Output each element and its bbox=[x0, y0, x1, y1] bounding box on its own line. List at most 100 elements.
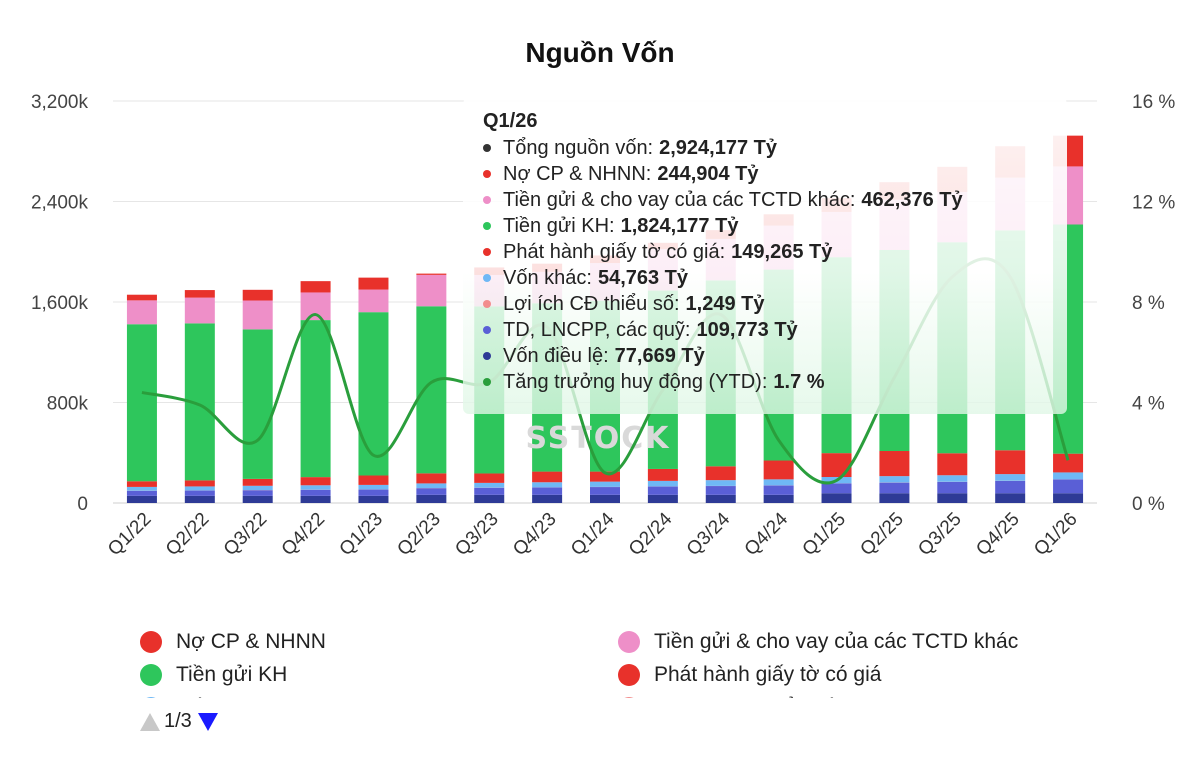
bar-segment[interactable] bbox=[416, 473, 447, 484]
bar-segment[interactable] bbox=[705, 480, 736, 486]
bar-segment[interactable] bbox=[995, 474, 1026, 481]
bar-segment[interactable] bbox=[1053, 453, 1084, 473]
bar-segment[interactable] bbox=[647, 494, 678, 503]
bar-segment[interactable] bbox=[126, 490, 157, 496]
bar-segment[interactable] bbox=[126, 324, 157, 482]
bar-segment[interactable] bbox=[126, 481, 157, 487]
bar-segment[interactable] bbox=[126, 300, 157, 325]
bar-segment[interactable] bbox=[1053, 493, 1084, 503]
bar-segment[interactable] bbox=[300, 320, 331, 478]
bar-segment[interactable] bbox=[821, 453, 852, 478]
bar-segment[interactable] bbox=[590, 494, 620, 503]
bar-segment[interactable] bbox=[532, 471, 563, 483]
x-tick-label: Q4/24 bbox=[741, 508, 793, 560]
tooltip-row-label: Tổng nguồn vốn: bbox=[503, 137, 654, 159]
pager-down-icon[interactable] bbox=[197, 712, 218, 731]
bar-segment[interactable] bbox=[590, 487, 620, 495]
bar-segment[interactable] bbox=[242, 300, 273, 330]
bar-segment[interactable] bbox=[242, 289, 273, 301]
bar-segment[interactable] bbox=[242, 329, 273, 479]
bar-segment[interactable] bbox=[532, 494, 563, 503]
bar-segment[interactable] bbox=[937, 481, 968, 494]
bar-segment[interactable] bbox=[242, 478, 273, 486]
bar-segment[interactable] bbox=[300, 477, 331, 486]
bar-segment[interactable] bbox=[416, 273, 447, 275]
bar-segment[interactable] bbox=[763, 479, 794, 486]
pager-up-icon[interactable] bbox=[140, 712, 160, 731]
bar-segment[interactable] bbox=[184, 480, 215, 487]
legend-item[interactable]: Vốn khác bbox=[140, 692, 264, 698]
bar-segment[interactable] bbox=[300, 489, 331, 496]
bar-segment[interactable] bbox=[242, 490, 273, 496]
bar-segment[interactable] bbox=[705, 486, 736, 495]
bar-segment[interactable] bbox=[532, 482, 563, 488]
bar-segment[interactable] bbox=[532, 487, 563, 495]
tooltip-dot-icon bbox=[483, 326, 491, 334]
bar-segment[interactable] bbox=[937, 453, 968, 476]
legend-item[interactable]: Phát hành giấy tờ có giá bbox=[618, 659, 881, 691]
bar-segment[interactable] bbox=[358, 495, 389, 503]
bar-segment[interactable] bbox=[590, 481, 620, 487]
bar-segment[interactable] bbox=[416, 483, 447, 489]
bar-segment[interactable] bbox=[937, 493, 968, 503]
x-tick-label: Q2/22 bbox=[162, 509, 213, 560]
bar-segment[interactable] bbox=[647, 468, 678, 481]
bar-segment[interactable] bbox=[879, 493, 910, 503]
bar-segment[interactable] bbox=[821, 493, 852, 503]
chart-legend: Nợ CP & NHNN Tiền gửi & cho vay của các T… bbox=[140, 626, 1100, 698]
bar-segment[interactable] bbox=[995, 493, 1026, 503]
bar-segment[interactable] bbox=[474, 487, 505, 495]
legend-item[interactable]: Nợ CP & NHNN bbox=[140, 626, 326, 658]
bar-segment[interactable] bbox=[474, 494, 505, 503]
bar-segment[interactable] bbox=[184, 490, 215, 496]
bar-segment[interactable] bbox=[300, 281, 331, 293]
legend-item[interactable]: Tiền gửi & cho vay của các TCTD khác bbox=[618, 626, 1018, 658]
bar-segment[interactable] bbox=[416, 306, 447, 474]
bar-segment[interactable] bbox=[821, 483, 852, 494]
bar-segment[interactable] bbox=[995, 450, 1026, 475]
bar-segment[interactable] bbox=[879, 451, 910, 477]
legend-item[interactable]: Tiền gửi KH bbox=[140, 659, 287, 691]
bar-segment[interactable] bbox=[358, 277, 389, 290]
bar-segment[interactable] bbox=[126, 486, 157, 491]
bar-segment[interactable] bbox=[184, 486, 215, 491]
bar-segment[interactable] bbox=[184, 495, 215, 503]
bar-segment[interactable] bbox=[474, 482, 505, 488]
bar-segment[interactable] bbox=[300, 485, 331, 490]
bar-segment[interactable] bbox=[763, 485, 794, 495]
tooltip-dot-icon bbox=[483, 222, 491, 230]
x-axis: Q1/22 Q2/22 Q3/22 Q4/22 Q1/23 Q2/23 Q3/23 Q4/23… bbox=[104, 508, 1082, 560]
bar-segment[interactable] bbox=[358, 289, 389, 313]
bar-segment[interactable] bbox=[1053, 472, 1084, 480]
bar-segment[interactable] bbox=[995, 480, 1026, 494]
bar-segment[interactable] bbox=[763, 494, 794, 503]
bar-segment[interactable] bbox=[184, 290, 215, 298]
bar-segment[interactable] bbox=[705, 494, 736, 503]
bar-segment[interactable] bbox=[590, 471, 620, 482]
bar-segment[interactable] bbox=[763, 460, 794, 480]
bar-segment[interactable] bbox=[879, 476, 910, 483]
bar-segment[interactable] bbox=[647, 486, 678, 495]
bar-segment[interactable] bbox=[126, 495, 157, 503]
bar-segment[interactable] bbox=[937, 475, 968, 482]
legend-item[interactable]: Lợi ích CĐ thiểu số bbox=[618, 692, 834, 698]
bar-segment[interactable] bbox=[879, 482, 910, 494]
bar-segment[interactable] bbox=[647, 480, 678, 487]
bar-segment[interactable] bbox=[184, 297, 215, 324]
bar-segment[interactable] bbox=[126, 294, 157, 301]
bar-segment[interactable] bbox=[358, 489, 389, 496]
bar-segment[interactable] bbox=[416, 274, 447, 307]
bar-segment[interactable] bbox=[416, 488, 447, 495]
bar-segment[interactable] bbox=[474, 473, 505, 483]
bar-segment[interactable] bbox=[300, 495, 331, 503]
bar-segment[interactable] bbox=[416, 494, 447, 503]
bar-segment[interactable] bbox=[242, 485, 273, 491]
bar-segment[interactable] bbox=[1053, 479, 1084, 494]
bar-segment[interactable] bbox=[705, 466, 736, 481]
tooltip-rows: Tổng nguồn vốn: 2,924,177 Tỷ Nợ CP & NHNN:… bbox=[483, 135, 1047, 395]
bar-segment[interactable] bbox=[242, 495, 273, 503]
bar-segment[interactable] bbox=[358, 312, 389, 476]
bar-segment[interactable] bbox=[358, 484, 389, 490]
tooltip-row-label: Tiền gửi & cho vay của các TCTD khác: bbox=[503, 189, 856, 211]
bar-segment[interactable] bbox=[358, 475, 389, 485]
